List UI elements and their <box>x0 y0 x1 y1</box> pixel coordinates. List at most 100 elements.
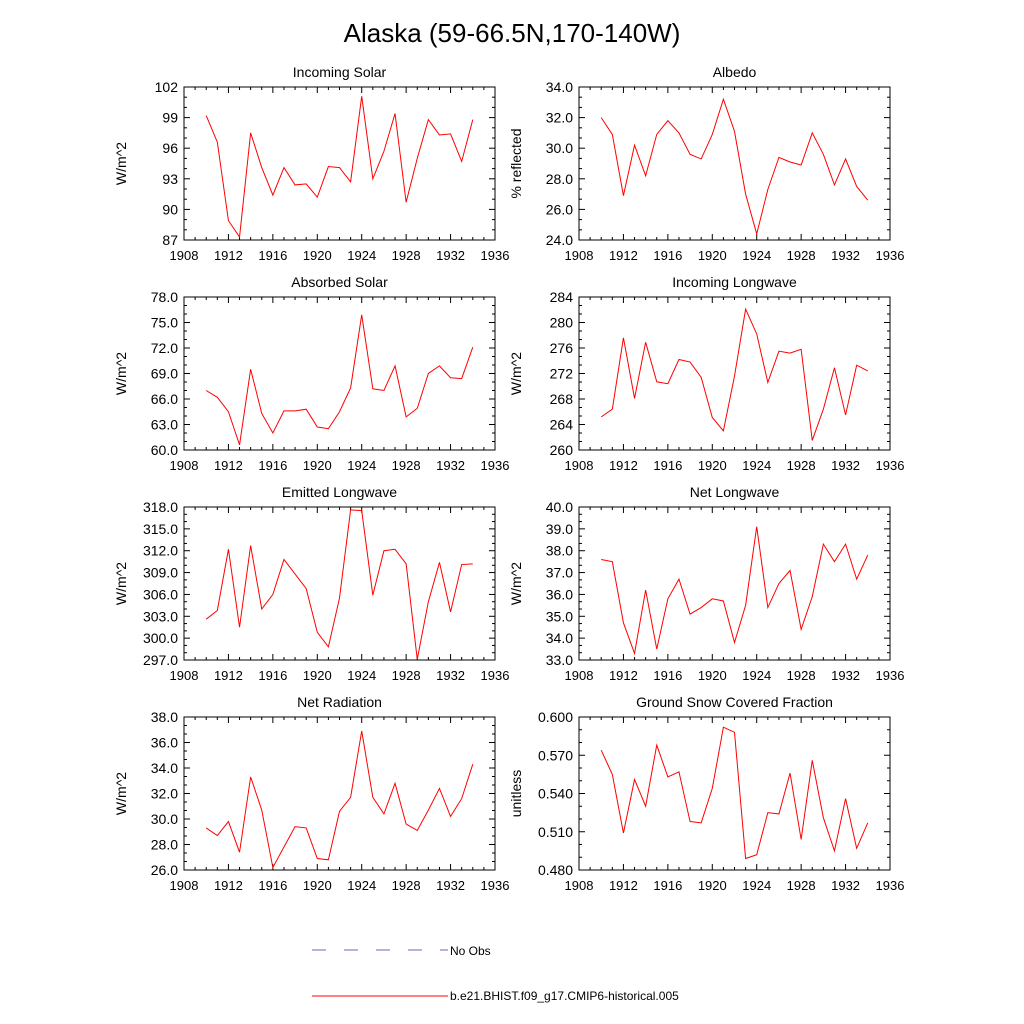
data-point <box>327 645 330 648</box>
data-point <box>766 606 769 609</box>
data-point <box>789 352 792 355</box>
data-point <box>777 582 780 585</box>
y-tick-label: 33.0 <box>546 652 573 668</box>
data-point <box>460 797 463 800</box>
data-point <box>471 118 474 121</box>
data-point <box>744 857 747 860</box>
legend-obs-label: No Obs <box>450 944 491 958</box>
y-axis-label: W/m^2 <box>113 142 129 185</box>
plot-frame <box>183 506 496 661</box>
data-point <box>700 606 703 609</box>
data-point <box>438 787 441 790</box>
data-point <box>733 731 736 734</box>
data-point <box>227 410 230 413</box>
x-tick-label: 1908 <box>565 878 594 893</box>
data-point <box>722 429 725 432</box>
data-point <box>249 131 252 134</box>
x-tick-label: 1932 <box>436 668 465 683</box>
plot-frame <box>183 86 496 241</box>
data-point <box>855 364 858 367</box>
data-point <box>655 648 658 651</box>
data-point <box>282 558 285 561</box>
data-point <box>427 118 430 121</box>
data-point <box>711 133 714 136</box>
data-point <box>666 775 669 778</box>
data-point <box>282 846 285 849</box>
y-tick-label: 30.0 <box>546 140 573 156</box>
data-point <box>405 415 408 418</box>
data-point <box>349 180 352 183</box>
y-axis-label: W/m^2 <box>508 562 524 605</box>
data-point <box>394 782 397 785</box>
x-tick-label: 1928 <box>787 248 816 263</box>
y-axis-label: unitless <box>508 770 524 817</box>
y-tick-label: 0.510 <box>538 824 573 840</box>
data-point <box>238 851 241 854</box>
y-axis-label: W/m^2 <box>113 772 129 815</box>
y-tick-label: 66.0 <box>151 391 178 407</box>
y-tick-label: 315.0 <box>143 521 178 537</box>
panel-title: Ground Snow Covered Fraction <box>636 694 833 710</box>
chart-panel: 1908 1912 1916 1920 1924 1928 1932 1936 297.0 300… <box>113 484 509 683</box>
plot-frame <box>183 296 496 451</box>
series-line <box>205 314 474 446</box>
y-tick-label: 28.0 <box>151 837 178 853</box>
data-point <box>382 812 385 815</box>
x-tick-label: 1908 <box>565 458 594 473</box>
y-tick-label: 34.0 <box>546 79 573 95</box>
y-tick-label: 303.0 <box>143 608 178 624</box>
data-point <box>833 849 836 852</box>
data-point <box>416 658 419 661</box>
data-point <box>855 185 858 188</box>
data-point <box>822 543 825 546</box>
panel-title: Albedo <box>713 64 757 80</box>
x-tick-label: 1936 <box>876 248 905 263</box>
data-point <box>866 199 869 202</box>
series-line <box>600 97 869 236</box>
y-tick-label: 36.0 <box>546 586 573 602</box>
data-point <box>371 796 374 799</box>
x-tick-label: 1932 <box>831 668 860 683</box>
chart-panel: 1908 1912 1916 1920 1924 1928 1932 1936 87 90 93 96… <box>113 64 509 263</box>
data-point <box>460 160 463 163</box>
data-point <box>866 369 869 372</box>
series-line <box>205 96 474 239</box>
y-tick-label: 75.0 <box>151 315 178 331</box>
series-line <box>600 307 869 441</box>
y-tick-label: 38.0 <box>151 709 178 725</box>
y-tick-label: 309.0 <box>143 565 178 581</box>
data-point <box>460 563 463 566</box>
data-point <box>316 857 319 860</box>
data-point <box>644 805 647 808</box>
y-tick-label: 268 <box>550 391 574 407</box>
data-point <box>394 364 397 367</box>
data-point <box>600 415 603 418</box>
series-line <box>600 726 869 860</box>
data-point <box>205 618 208 621</box>
x-tick-label: 1908 <box>170 878 199 893</box>
x-tick-label: 1916 <box>653 878 682 893</box>
y-tick-label: 26.0 <box>151 862 178 878</box>
chart-panel: 1908 1912 1916 1920 1924 1928 1932 1936 260 264 26… <box>508 274 904 473</box>
y-tick-label: 0.540 <box>538 786 573 802</box>
data-point <box>655 380 658 383</box>
x-tick-label: 1916 <box>653 458 682 473</box>
chart-panel: 1908 1912 1916 1920 1924 1928 1932 1936 26.0 28.0… <box>113 694 509 893</box>
x-tick-label: 1928 <box>787 878 816 893</box>
data-point <box>844 543 847 546</box>
data-point <box>777 156 780 159</box>
y-tick-label: 78.0 <box>151 289 178 305</box>
data-point <box>622 832 625 835</box>
data-point <box>327 858 330 861</box>
data-point <box>733 375 736 378</box>
data-point <box>744 604 747 607</box>
data-point <box>833 560 836 563</box>
y-tick-label: 93 <box>162 171 178 187</box>
data-point <box>416 407 419 410</box>
data-point <box>260 412 263 415</box>
data-point <box>844 157 847 160</box>
data-point <box>282 409 285 412</box>
y-tick-label: 37.0 <box>546 565 573 581</box>
series-line <box>601 526 869 656</box>
x-tick-label: 1936 <box>481 668 510 683</box>
